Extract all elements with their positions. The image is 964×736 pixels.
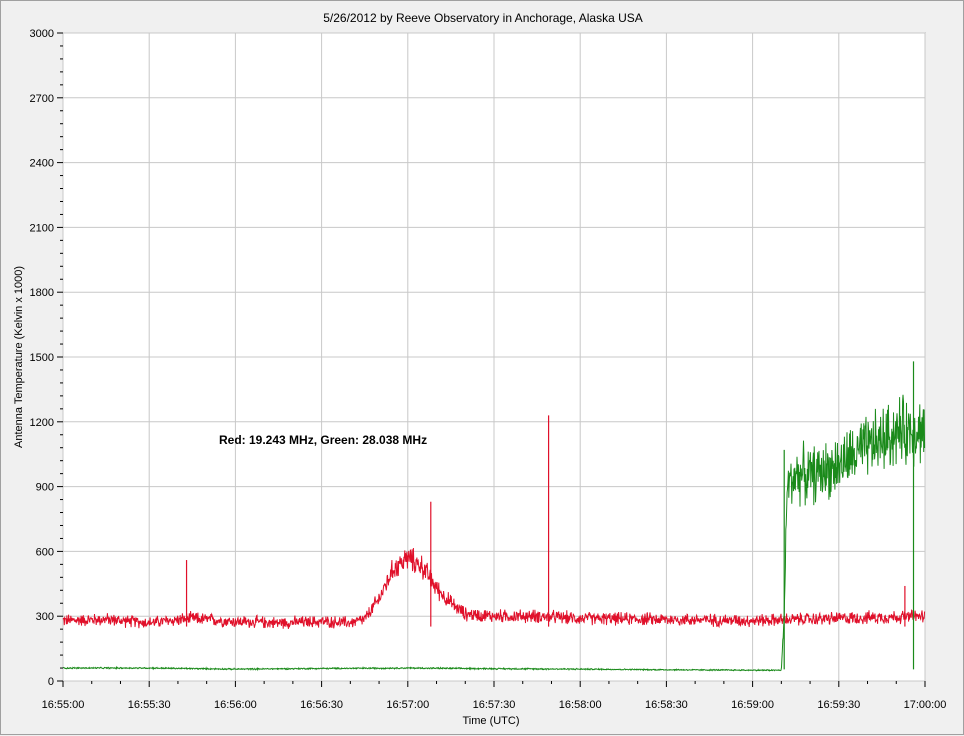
chart-title: 5/26/2012 by Reeve Observatory in Anchor… (323, 11, 643, 25)
x-tick-label: 16:58:00 (559, 699, 602, 711)
y-tick-label: 600 (36, 546, 54, 558)
y-tick-label: 300 (36, 611, 54, 623)
x-tick-label: 16:55:30 (128, 699, 171, 711)
x-tick-label: 16:56:30 (300, 699, 343, 711)
x-tick-label: 16:59:00 (731, 699, 774, 711)
x-tick-label: 16:58:30 (645, 699, 688, 711)
series-layer (62, 361, 926, 672)
series-line-green (62, 394, 926, 672)
y-tick-label: 900 (36, 482, 54, 494)
series-line-red (62, 547, 926, 630)
x-tick-label: 16:56:00 (214, 699, 257, 711)
x-tick-label: 16:57:00 (386, 699, 429, 711)
y-axis-label: Antenna Temperature (Kelvin x 1000) (13, 266, 25, 448)
y-tick-label: 0 (48, 676, 54, 688)
x-axis-label: Time (UTC) (462, 715, 519, 727)
x-tick-label: 16:55:00 (42, 699, 85, 711)
y-tick-label: 1800 (30, 287, 54, 299)
y-tick-label: 2100 (30, 222, 54, 234)
axes: 0 300 600 900 1200 1500 1800 2100 2400 2700 3000 16… (30, 28, 947, 711)
y-tick-label: 1500 (30, 352, 54, 364)
y-tick-label: 2400 (30, 158, 54, 170)
frequency-annotation: Red: 19.243 MHz, Green: 28.038 MHz (219, 433, 427, 447)
x-tick-label: 17:00:00 (904, 699, 947, 711)
y-tick-label: 2700 (30, 93, 54, 105)
x-tick-label: 16:59:30 (817, 699, 860, 711)
x-tick-label: 16:57:30 (473, 699, 516, 711)
y-tick-label: 3000 (30, 28, 54, 40)
y-tick-label: 1200 (30, 417, 54, 429)
